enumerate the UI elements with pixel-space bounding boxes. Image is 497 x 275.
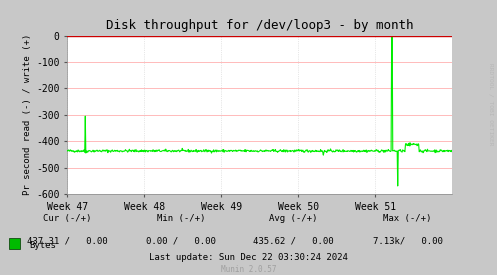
Title: Disk throughput for /dev/loop3 - by month: Disk throughput for /dev/loop3 - by mont… [106, 19, 414, 32]
Text: 435.62 /   0.00: 435.62 / 0.00 [253, 236, 333, 245]
Text: 437.31 /   0.00: 437.31 / 0.00 [27, 236, 107, 245]
Text: 0.00 /   0.00: 0.00 / 0.00 [147, 236, 216, 245]
Text: Cur (-/+): Cur (-/+) [43, 214, 91, 223]
Y-axis label: Pr second read (-) / write (+): Pr second read (-) / write (+) [23, 34, 32, 196]
Text: Avg (-/+): Avg (-/+) [269, 214, 318, 223]
Text: Bytes: Bytes [29, 241, 56, 250]
Text: RRDTOOL / TOBI OETIKER: RRDTOOL / TOBI OETIKER [489, 63, 494, 146]
Text: Max (-/+): Max (-/+) [383, 214, 432, 223]
Text: Last update: Sun Dec 22 03:30:24 2024: Last update: Sun Dec 22 03:30:24 2024 [149, 253, 348, 262]
Text: Munin 2.0.57: Munin 2.0.57 [221, 265, 276, 274]
Text: 7.13k/   0.00: 7.13k/ 0.00 [373, 236, 442, 245]
Text: Min (-/+): Min (-/+) [157, 214, 206, 223]
